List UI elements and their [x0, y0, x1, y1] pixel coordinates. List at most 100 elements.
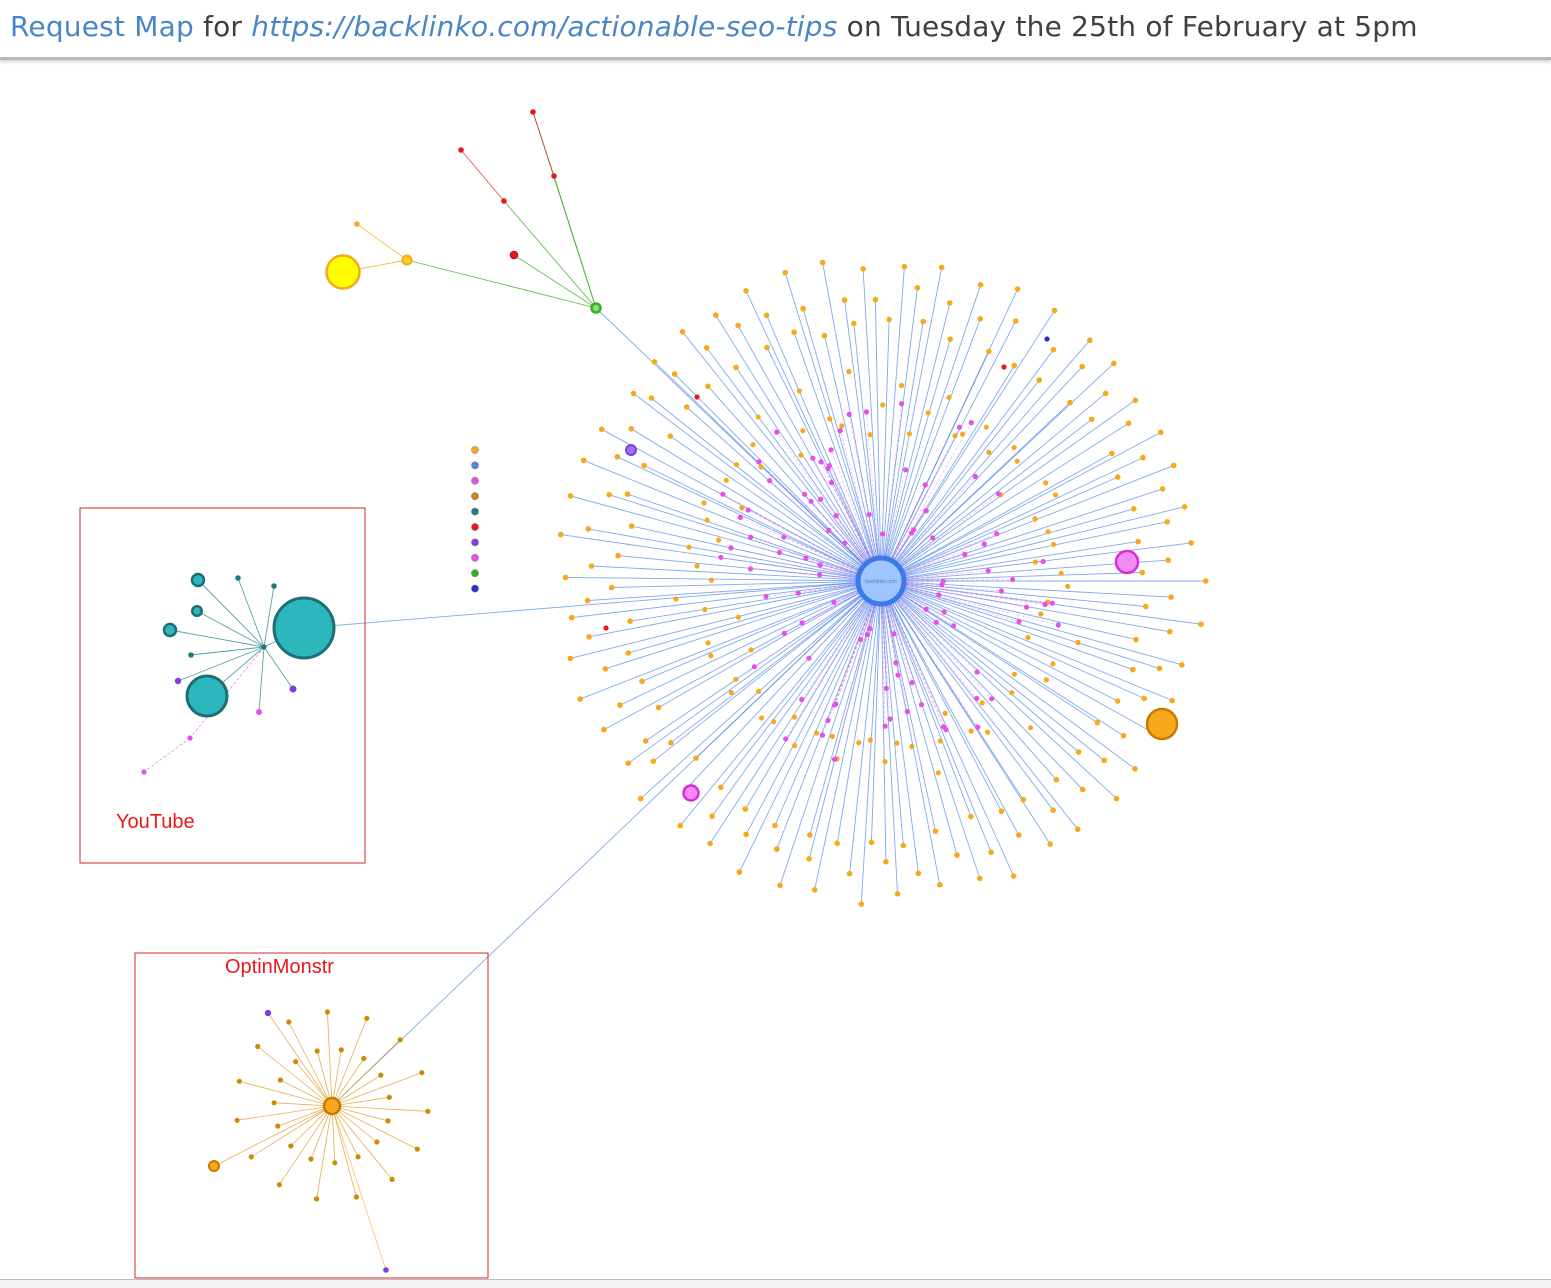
resource-node[interactable] [822, 333, 828, 339]
resource-node[interactable] [378, 1073, 383, 1078]
resource-node[interactable] [643, 738, 649, 744]
resource-node[interactable] [1089, 417, 1095, 423]
resource-node[interactable] [364, 1016, 369, 1021]
resource-node[interactable] [1024, 605, 1029, 610]
resource-node[interactable] [403, 256, 412, 265]
resource-node[interactable] [192, 606, 202, 616]
resource-node[interactable] [1079, 364, 1085, 370]
resource-node[interactable] [673, 596, 678, 601]
resource-node[interactable] [1028, 725, 1033, 730]
resource-node[interactable] [743, 806, 749, 812]
resource-node[interactable] [938, 738, 943, 743]
resource-node[interactable] [704, 345, 710, 351]
resource-node[interactable] [332, 1160, 337, 1165]
resource-node[interactable] [694, 394, 699, 399]
resource-node[interactable] [750, 442, 755, 447]
resource-node[interactable] [609, 585, 615, 591]
resource-node[interactable] [1147, 709, 1177, 739]
resource-node[interactable] [586, 526, 592, 532]
resource-node[interactable] [1016, 832, 1022, 838]
resource-node[interactable] [909, 680, 914, 685]
resource-node[interactable] [873, 297, 879, 303]
resource-node[interactable] [936, 592, 941, 597]
resource-node[interactable] [884, 686, 889, 691]
resource-node[interactable] [652, 359, 658, 365]
resource-node[interactable] [192, 574, 204, 586]
resource-node[interactable] [695, 563, 700, 568]
resource-node[interactable] [188, 652, 194, 658]
resource-node[interactable] [1044, 677, 1049, 682]
resource-node[interactable] [899, 401, 904, 406]
resource-node[interactable] [1203, 578, 1209, 584]
resource-node[interactable] [832, 702, 837, 707]
resource-node[interactable] [1076, 640, 1081, 645]
resource-node[interactable] [893, 660, 898, 665]
resource-node[interactable] [839, 423, 844, 428]
resource-node[interactable] [629, 426, 635, 432]
resource-node[interactable] [974, 696, 979, 701]
resource-node[interactable] [774, 846, 780, 852]
resource-node[interactable] [999, 588, 1004, 593]
resource-node[interactable] [1103, 391, 1109, 397]
resource-node[interactable] [1141, 696, 1147, 702]
resource-node[interactable] [308, 1156, 313, 1161]
resource-node[interactable] [733, 677, 738, 682]
resource-node[interactable] [586, 634, 592, 640]
resource-node[interactable] [255, 1044, 260, 1049]
resource-node[interactable] [947, 336, 953, 342]
resource-node[interactable] [1052, 308, 1058, 314]
resource-node[interactable] [1121, 733, 1127, 739]
resource-node[interactable] [1043, 602, 1048, 607]
resource-node[interactable] [831, 600, 836, 605]
resource-node[interactable] [629, 523, 635, 529]
resource-node[interactable] [820, 733, 825, 738]
resource-node[interactable] [1038, 611, 1043, 616]
resource-node[interactable] [649, 395, 655, 401]
resource-node[interactable] [1075, 826, 1081, 832]
resource-node[interactable] [1132, 766, 1138, 772]
resource-node[interactable] [977, 876, 983, 882]
resource-node[interactable] [838, 428, 843, 433]
resource-node[interactable] [847, 871, 853, 877]
resource-node[interactable] [642, 463, 648, 469]
resource-node[interactable] [982, 541, 987, 546]
resource-node[interactable] [1016, 619, 1021, 624]
resource-node[interactable] [923, 482, 928, 487]
resource-node[interactable] [324, 1098, 340, 1114]
resource-node[interactable] [627, 618, 633, 624]
resource-node[interactable] [585, 598, 591, 604]
resource-node[interactable] [771, 719, 776, 724]
resource-node[interactable] [743, 832, 749, 838]
resource-node[interactable] [686, 545, 691, 550]
resource-node[interactable] [615, 454, 621, 460]
resource-node[interactable] [880, 402, 885, 407]
resource-node[interactable] [1135, 539, 1141, 545]
resource-node[interactable] [737, 869, 743, 875]
resource-node[interactable] [510, 251, 518, 259]
resource-node[interactable] [817, 572, 822, 577]
resource-node[interactable] [924, 508, 929, 513]
resource-node[interactable] [261, 644, 266, 649]
resource-node[interactable] [277, 1182, 282, 1187]
resource-node[interactable] [275, 1124, 280, 1129]
resource-node[interactable] [471, 446, 478, 453]
resource-node[interactable] [926, 410, 931, 415]
resource-node[interactable] [748, 566, 753, 571]
resource-node[interactable] [361, 1056, 366, 1061]
resource-node[interactable] [290, 686, 297, 693]
resource-node[interactable] [830, 734, 835, 739]
resource-node[interactable] [1157, 666, 1163, 672]
resource-node[interactable] [708, 653, 713, 658]
resource-node[interactable] [1164, 519, 1170, 525]
resource-node[interactable] [865, 632, 870, 637]
resource-node[interactable] [851, 321, 857, 327]
resource-node[interactable] [709, 813, 715, 819]
resource-node[interactable] [960, 432, 965, 437]
resource-node[interactable] [911, 527, 916, 532]
resource-node[interactable] [902, 264, 908, 270]
resource-node[interactable] [1133, 637, 1139, 643]
resource-node[interactable] [501, 198, 507, 204]
resource-node[interactable] [398, 1037, 403, 1042]
resource-node[interactable] [858, 637, 863, 642]
resource-node[interactable] [975, 725, 980, 730]
